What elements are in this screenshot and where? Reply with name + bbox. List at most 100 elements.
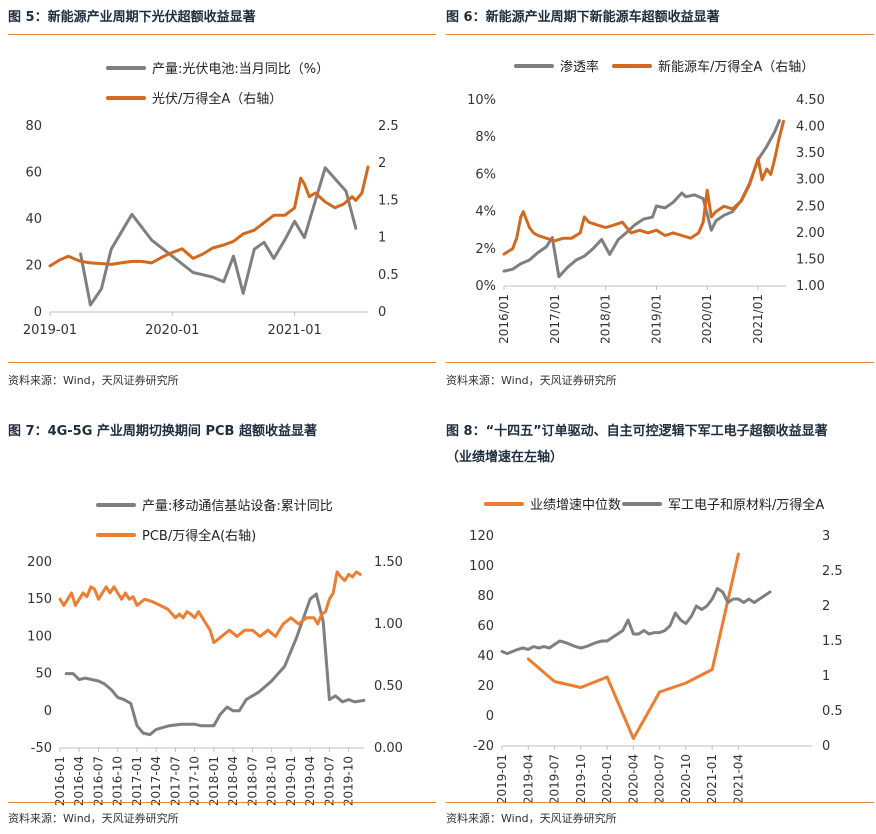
x-tick-label: 2017-04 xyxy=(149,756,163,806)
y-tick-label: 60 xyxy=(477,619,494,634)
x-tick-label: 2019-01 xyxy=(284,756,298,806)
y-tick-label: 80 xyxy=(25,119,42,134)
x-tick-label: 2020-07 xyxy=(653,754,667,804)
x-tick-label: 2019-01 xyxy=(495,754,509,804)
series-line-1 xyxy=(500,587,772,656)
y2-tick-label: 1.00 xyxy=(796,279,825,294)
chart-fig7: -50 0 50 100 150 200 0.00 0.50 1.00 1.50 2016-01 20… xyxy=(27,498,403,806)
legend-label: 产量:移动通信基站设备:累计同比 xyxy=(142,498,333,514)
y2-tick-label: 3.50 xyxy=(796,146,825,161)
x-tick-label: 2016-07 xyxy=(91,756,105,806)
y2-tick-label: 4.50 xyxy=(796,93,825,108)
x-tick-label: 2018-01 xyxy=(207,756,221,806)
footer-rule xyxy=(446,802,874,803)
x-tick-label: 2019-10 xyxy=(574,754,588,804)
y2-tick-label: 1.50 xyxy=(796,252,825,267)
y-tick-label: 100 xyxy=(469,559,494,574)
figure-5-panel: 图 5：新能源产业周期下光伏超额收益显著 0 20 40 60 80 0 0.5 1 1.5 2 2… xyxy=(8,0,436,400)
y-tick-label: 100 xyxy=(27,629,52,644)
x-tick-label: 2016-04 xyxy=(72,756,86,806)
y2-tick-label: 2 xyxy=(822,599,830,614)
y-tick-label: 50 xyxy=(35,667,52,682)
y2-tick-label: 2 xyxy=(378,156,386,171)
x-tick-label: 2020-01 xyxy=(145,323,199,338)
source-note: 资料来源：Wind，天风证券研究所 xyxy=(446,812,617,825)
chart-title: 图 7：4G-5G 产业周期切换期间 PCB 超额收益显著 xyxy=(8,424,317,439)
series-line-0 xyxy=(526,552,740,740)
y2-tick-label: 0.50 xyxy=(374,679,403,694)
series-line-1 xyxy=(58,570,362,645)
legend-label: 新能源车/万得全A（右轴） xyxy=(658,59,814,75)
legend-label: 业绩增速中位数 xyxy=(530,498,621,513)
y-tick-label: 40 xyxy=(477,649,494,664)
chart-title: 图 6：新能源产业周期下新能源车超额收益显著 xyxy=(446,10,720,25)
series-line-0 xyxy=(64,592,366,737)
x-tick-label: 2019-07 xyxy=(322,756,336,806)
y2-tick-label: 0.5 xyxy=(822,704,843,719)
y2-tick-label: 2.50 xyxy=(796,199,825,214)
x-tick-label: 2019-07 xyxy=(548,754,562,804)
x-tick-label: 2021-01 xyxy=(267,323,321,338)
x-tick-label: 2019-10 xyxy=(342,756,356,806)
y-tick-label: -20 xyxy=(473,739,494,754)
legend-label: 光伏/万得全A（右轴） xyxy=(152,91,282,107)
x-tick-label: 2021-04 xyxy=(731,754,745,804)
chart-title: 图 5：新能源产业周期下光伏超额收益显著 xyxy=(8,10,256,25)
x-tick-label: 2019-04 xyxy=(521,754,535,804)
x-tick-label: 2020-10 xyxy=(679,754,693,804)
figure-8-panel: 图 8：“十四五”订单驱动、自主可控逻辑下军工电子超额收益显著 （业绩增速在左轴… xyxy=(446,418,874,834)
y-tick-label: 0 xyxy=(486,709,494,724)
series-line-0 xyxy=(502,119,781,279)
y2-tick-label: 1.50 xyxy=(374,555,403,570)
y-tick-label: 10% xyxy=(467,93,496,108)
footer-rule xyxy=(8,802,436,803)
title-rule xyxy=(446,34,874,35)
x-tick-label: 2018-10 xyxy=(265,756,279,806)
legend-label: 产量:光伏电池:当月同比（%） xyxy=(152,62,329,77)
series-line-0 xyxy=(79,166,358,307)
y2-tick-label: 2.5 xyxy=(378,119,399,134)
y-tick-label: -50 xyxy=(31,741,52,756)
x-tick-label: 2020-01 xyxy=(600,754,614,804)
x-tick-label: 2020/01 xyxy=(700,294,714,344)
legend-label: 渗透率 xyxy=(560,59,599,75)
chart-title: 图 8：“十四五”订单驱动、自主可控逻辑下军工电子超额收益显著 xyxy=(446,424,828,439)
y2-tick-label: 4.00 xyxy=(796,120,825,135)
x-tick-label: 2017/01 xyxy=(548,294,562,344)
y-tick-label: 20 xyxy=(477,679,494,694)
series-line-1 xyxy=(502,119,785,256)
chart-fig6: 0% 2% 4% 6% 8% 10% 1.00 1.50 2.00 2.50 3.00 3.50 4.0… xyxy=(467,59,825,344)
x-tick-label: 2018-04 xyxy=(226,756,240,806)
legend-label: PCB/万得全A(右轴) xyxy=(142,528,256,544)
footer-rule xyxy=(8,362,436,363)
y2-tick-label: 1.5 xyxy=(378,193,399,208)
x-tick-label: 2016-01 xyxy=(53,756,67,806)
y2-tick-label: 0 xyxy=(822,739,830,754)
x-tick-label: 2016/01 xyxy=(497,294,511,344)
y2-tick-label: 0.00 xyxy=(374,741,403,756)
y-tick-label: 4% xyxy=(475,205,496,220)
y-tick-label: 20 xyxy=(25,259,42,274)
x-tick-label: 2017-10 xyxy=(188,756,202,806)
x-tick-label: 2021-01 xyxy=(705,754,719,804)
x-tick-label: 2020-04 xyxy=(626,754,640,804)
footer-rule xyxy=(446,362,874,363)
chart-subtitle: （业绩增速在左轴） xyxy=(446,450,564,465)
y-tick-label: 0 xyxy=(34,305,42,320)
y2-tick-label: 0 xyxy=(378,305,386,320)
figure-7-panel: 图 7：4G-5G 产业周期切换期间 PCB 超额收益显著 -50 0 50 100 1… xyxy=(8,418,436,834)
chart-fig8: -20 0 20 40 60 80 100 120 0 0.5 1 1.5 2 2.5 3 2019-01 20… xyxy=(469,497,843,804)
y2-tick-label: 1 xyxy=(378,231,386,246)
y-tick-label: 0 xyxy=(44,704,52,719)
y-tick-label: 40 xyxy=(25,212,42,227)
y2-tick-label: 3.00 xyxy=(796,173,825,188)
source-note: 资料来源：Wind，天风证券研究所 xyxy=(446,374,617,387)
series-line-1 xyxy=(48,165,370,268)
y-tick-label: 2% xyxy=(475,242,496,257)
x-tick-label: 2018-07 xyxy=(245,756,259,806)
y-tick-label: 0% xyxy=(475,279,496,294)
x-tick-label: 2021/01 xyxy=(751,294,765,344)
y-tick-label: 120 xyxy=(469,529,494,544)
figure-6-panel: 图 6：新能源产业周期下新能源车超额收益显著 0% 2% 4% 6% 8% 10% 1.00… xyxy=(446,0,874,400)
y2-tick-label: 1.00 xyxy=(374,617,403,632)
